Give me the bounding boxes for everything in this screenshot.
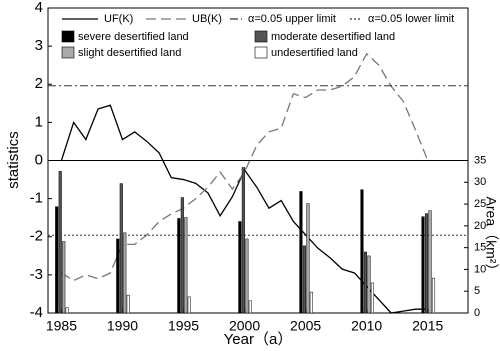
legend-swatch — [61, 30, 75, 43]
y-tick-label: 3 — [35, 37, 43, 54]
y2-tick-label: 30 — [474, 176, 486, 188]
bar — [428, 210, 432, 314]
legend-label: undesertified land — [271, 47, 358, 59]
legend-label: moderate desertified land — [271, 31, 395, 43]
bar — [123, 232, 127, 314]
y2-tick-label: 25 — [474, 198, 486, 210]
bar — [302, 245, 306, 314]
bar — [55, 206, 59, 314]
y-tick-label: -1 — [30, 190, 43, 207]
legend-swatch — [61, 46, 75, 59]
bar — [180, 197, 184, 314]
bar — [309, 291, 313, 314]
legend-label: α=0.05 upper limit — [248, 13, 336, 25]
legend-swatch — [254, 30, 268, 43]
legend-label: slight desertified land — [78, 47, 181, 59]
x-axis-label: Year（a） — [224, 331, 293, 348]
bar — [119, 183, 123, 314]
y-tick-label: -2 — [30, 228, 43, 245]
y2-tick-label: 35 — [474, 154, 486, 166]
y-tick-label: 0 — [35, 151, 43, 168]
bar — [431, 277, 436, 314]
y2-axis-label: Area（km²） — [483, 197, 499, 278]
bar — [58, 171, 62, 314]
bar — [370, 282, 375, 314]
bar — [238, 221, 242, 314]
legend-label: UF(K) — [104, 13, 133, 25]
bar — [177, 218, 181, 314]
bar — [62, 241, 66, 314]
y-tick-label: -4 — [30, 304, 43, 321]
y-tick-label: 1 — [35, 113, 43, 130]
x-tick-label: 1985 — [46, 318, 77, 334]
x-tick-label: 2010 — [351, 318, 382, 334]
x-tick-label: 1995 — [168, 318, 199, 334]
x-tick-label: 2015 — [412, 318, 443, 334]
legend-label: α=0.05 lower limit — [368, 13, 454, 25]
bar — [363, 251, 368, 314]
bar — [360, 189, 364, 314]
y2-tick-label: 5 — [474, 285, 480, 297]
y-tick-label: 4 — [35, 0, 43, 16]
bar — [241, 167, 245, 314]
y-axis-label: statistics — [5, 131, 22, 189]
legend-swatch — [254, 46, 268, 59]
x-tick-label: 2000 — [229, 318, 260, 334]
bar — [367, 255, 371, 314]
bar — [248, 300, 252, 314]
legend-label: severe desertified land — [78, 31, 189, 43]
bar — [184, 217, 188, 314]
bar — [245, 238, 249, 314]
x-tick-label: 2005 — [290, 318, 321, 334]
bar — [187, 296, 191, 314]
bar — [126, 294, 130, 314]
y2-tick-label: 20 — [474, 220, 486, 232]
y2-tick-label: 0 — [474, 307, 480, 319]
bar — [424, 213, 429, 314]
y-tick-label: -3 — [30, 266, 43, 283]
bar — [299, 191, 303, 314]
bar — [421, 216, 425, 314]
bar — [116, 238, 120, 314]
bar — [65, 307, 69, 314]
y-tick-label: 2 — [35, 75, 43, 92]
x-tick-label: 1990 — [107, 318, 138, 334]
bar — [306, 203, 310, 314]
line-series — [61, 52, 429, 282]
legend-label: UB(K) — [192, 13, 222, 25]
y2-tick-label: 10 — [474, 263, 486, 275]
y2-tick-label: 15 — [474, 242, 486, 254]
